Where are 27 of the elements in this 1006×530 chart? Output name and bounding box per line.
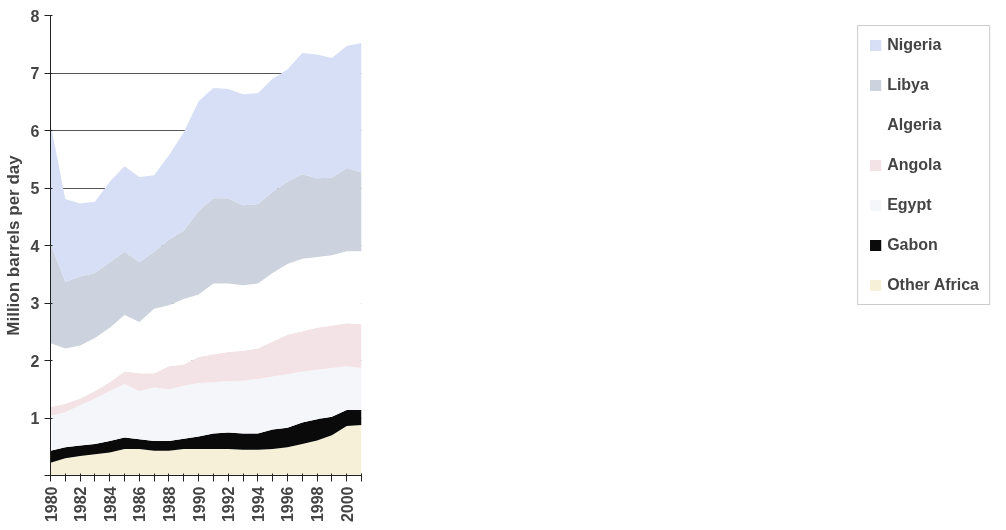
text: Algeria: [887, 116, 942, 134]
legend-label: Other Africa: [887, 276, 979, 294]
x-tick-label: 1988: [160, 486, 178, 523]
x-tick-label: 1998: [309, 486, 327, 523]
y-tick-label: 5: [30, 180, 40, 197]
y-axis-title: Million barrels per day: [3, 154, 23, 336]
y-tick-label: 6: [30, 122, 40, 140]
x-tick-label: 1984: [101, 486, 119, 523]
x-tick-label: 1992: [220, 486, 238, 523]
legend-label: Angola: [887, 156, 942, 174]
legend-label: Nigeria: [887, 36, 942, 54]
x-tick-label: 1994: [249, 486, 267, 523]
legend-label: Egypt: [887, 196, 932, 214]
legend-label: Gabon: [887, 236, 938, 254]
y-tick-label: 4: [30, 237, 40, 255]
y-tick-label: 2: [30, 352, 40, 370]
y-tick-label: 7: [30, 65, 40, 82]
x-tick-label: 1990: [190, 486, 208, 523]
y-tick-label: 1: [30, 410, 40, 427]
y-tick-label: 3: [30, 295, 40, 312]
x-tick-label: 1996: [279, 486, 297, 523]
x-tick-label: 1982: [72, 486, 90, 523]
x-tick-label: 1980: [42, 486, 60, 523]
x-tick-label: 2000: [338, 486, 356, 523]
legend-label: Libya: [887, 76, 929, 94]
x-tick-label: 1986: [131, 486, 149, 523]
y-tick-label: 8: [30, 7, 40, 25]
